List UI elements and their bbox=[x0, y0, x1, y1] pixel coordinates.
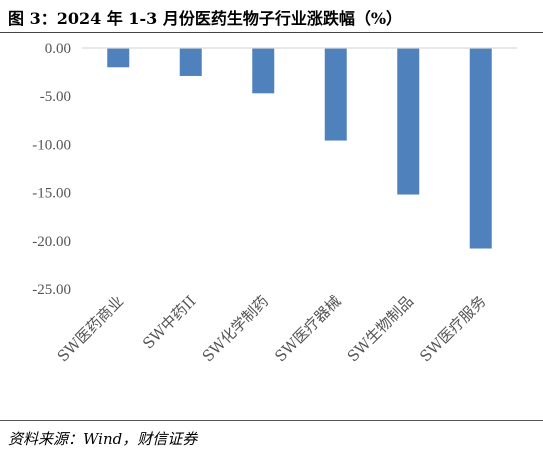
y-tick-label: -15.00 bbox=[32, 186, 71, 202]
bars bbox=[107, 48, 492, 249]
x-tick-label: SW化学制药 bbox=[199, 292, 272, 365]
bar bbox=[469, 48, 492, 249]
y-tick-label: -10.00 bbox=[32, 137, 71, 153]
bar bbox=[179, 48, 202, 76]
y-axis: 0.00 -5.00 -10.00 -15.00 -20.00 -25.00 bbox=[32, 41, 71, 298]
x-tick-label: SW中药II bbox=[139, 292, 200, 353]
x-axis: SW医药商业 SW中药II SW化学制药 SW医疗器械 SW生物制品 SW医疗服务 bbox=[54, 292, 490, 365]
bar bbox=[252, 48, 275, 94]
bar bbox=[324, 48, 347, 141]
x-tick-label: SW医疗服务 bbox=[416, 292, 489, 365]
x-tick-label: SW生物制品 bbox=[344, 292, 417, 365]
x-tick-label: SW医药商业 bbox=[54, 292, 127, 365]
y-tick-label: 0.00 bbox=[45, 41, 71, 57]
title-divider bbox=[0, 32, 543, 33]
y-tick-label: -5.00 bbox=[40, 89, 71, 105]
figure-title: 图 3：2024 年 1-3 月份医药生物子行业涨跌幅（%） bbox=[8, 9, 403, 28]
y-tick-label: -25.00 bbox=[32, 282, 71, 298]
x-tick-label: SW医疗器械 bbox=[271, 292, 344, 365]
bar bbox=[397, 48, 420, 195]
bar-chart: 0.00 -5.00 -10.00 -15.00 -20.00 -25.00 SW医药商业… bbox=[32, 41, 517, 365]
bar bbox=[107, 48, 130, 68]
y-tick-label: -20.00 bbox=[32, 234, 71, 250]
source-divider bbox=[0, 420, 543, 421]
source-note: 资料来源：Wind，财信证券 bbox=[8, 430, 198, 448]
